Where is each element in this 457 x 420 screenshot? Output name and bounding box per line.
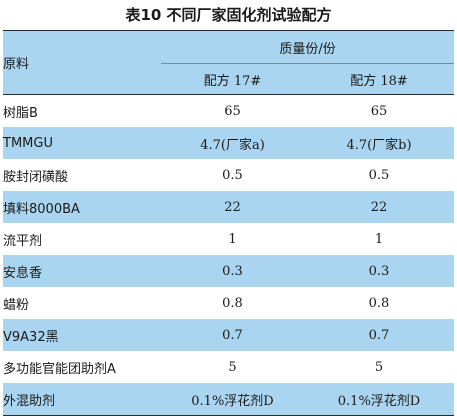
row-formula-18-value: 0.1%浮花剂D	[304, 383, 455, 416]
row-formula-17-value: 0.3	[161, 255, 304, 287]
header-row-bottom: 配方 17# 配方 18#	[3, 63, 455, 95]
row-name: 流平剂	[3, 223, 161, 255]
table-row: V9A32黑 0.7 0.7	[3, 319, 455, 351]
row-formula-17-value: 5	[161, 351, 304, 383]
row-formula-18-value: 0.3	[304, 255, 455, 287]
table-row: TMMGU 4.7(厂家a) 4.7(厂家b)	[3, 127, 455, 159]
row-formula-18-value: 0.7	[304, 319, 455, 351]
table-row: 树脂B 65 65	[3, 94, 455, 127]
row-name: 蜡粉	[3, 287, 161, 319]
row-formula-18-value: 1	[304, 223, 455, 255]
table-row: 安息香 0.3 0.3	[3, 255, 455, 287]
table-row: 多功能官能团助剂A 5 5	[3, 351, 455, 383]
header-formula-18: 配方 18#	[304, 63, 455, 95]
row-formula-17-value: 0.7	[161, 319, 304, 351]
row-name: 安息香	[3, 255, 161, 287]
row-name: TMMGU	[3, 127, 161, 159]
row-name: 填料8000BA	[3, 191, 161, 223]
table-row: 外混助剂 0.1%浮花剂D 0.1%浮花剂D	[3, 383, 455, 416]
row-name: 多功能官能团助剂A	[3, 351, 161, 383]
row-formula-18-value: 0.5	[304, 159, 455, 191]
header-formula-17: 配方 17#	[161, 63, 304, 95]
table-row: 填料8000BA 22 22	[3, 191, 455, 223]
row-formula-18-value: 0.8	[304, 287, 455, 319]
row-formula-17-value: 1	[161, 223, 304, 255]
header-row-top: 原料 质量份/份	[3, 30, 455, 95]
row-name: 外混助剂	[3, 383, 161, 416]
table-row: 流平剂 1 1	[3, 223, 455, 255]
table-row: 胺封闭磺酸 0.5 0.5	[3, 159, 455, 191]
row-formula-18-value: 22	[304, 191, 455, 223]
formula-table: 原料 质量份/份 配方 17# 配方 18# 树脂B 65 65 TMMGU 4…	[3, 30, 455, 416]
row-formula-18-value: 5	[304, 351, 455, 383]
row-formula-17-value: 0.8	[161, 287, 304, 319]
row-formula-17-value: 0.5	[161, 159, 304, 191]
row-formula-17-value: 65	[161, 94, 304, 127]
row-formula-17-value: 22	[161, 191, 304, 223]
row-formula-18-value: 4.7(厂家b)	[304, 127, 455, 159]
row-formula-17-value: 4.7(厂家a)	[161, 127, 304, 159]
row-formula-18-value: 65	[304, 94, 455, 127]
row-formula-17-value: 0.1%浮花剂D	[161, 383, 304, 416]
row-name: V9A32黑	[3, 319, 161, 351]
table-caption: 表10 不同厂家固化剂试验配方	[125, 6, 332, 24]
row-name: 树脂B	[3, 94, 161, 127]
header-mass-parts: 质量份/份	[161, 30, 455, 64]
header-raw-material: 原料	[3, 30, 161, 95]
table-body: 树脂B 65 65 TMMGU 4.7(厂家a) 4.7(厂家b) 胺封闭磺酸 …	[3, 94, 455, 416]
table-row: 蜡粉 0.8 0.8	[3, 287, 455, 319]
row-name: 胺封闭磺酸	[3, 159, 161, 191]
